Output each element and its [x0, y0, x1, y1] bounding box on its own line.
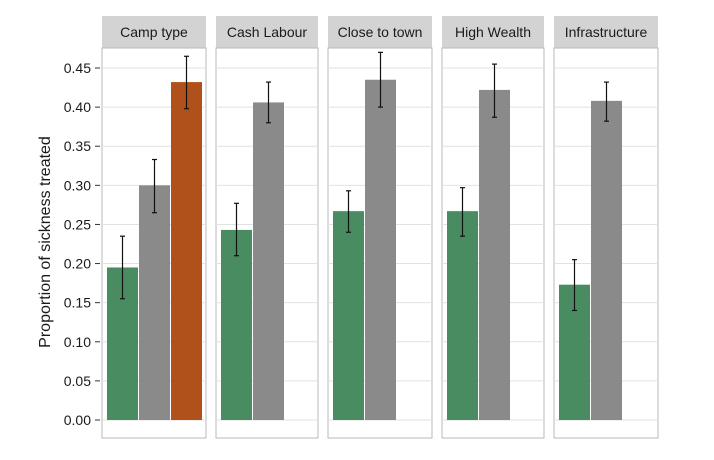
- facet-strip: [328, 16, 432, 48]
- bar: [139, 185, 170, 420]
- bar: [591, 100, 622, 420]
- y-tick-label: 0.00: [64, 412, 91, 428]
- facet-panel: Infrastructure: [553, 16, 659, 439]
- bar: [333, 211, 364, 420]
- y-axis: 0.00 0.05 0.10 0.15 0.20 0.25 0.30 0.35 0.40 0.45: [64, 60, 100, 428]
- y-tick-label: 0.15: [64, 295, 91, 311]
- facet-title: High Wealth: [455, 24, 531, 40]
- facet-panels: Camp type Cash Labour Close to town High We…: [101, 16, 659, 439]
- y-axis-title: Proportion of sickness treated: [37, 136, 54, 348]
- facet-title: Camp type: [120, 24, 188, 40]
- y-tick-label: 0.35: [64, 138, 91, 154]
- y-tick-label: 0.45: [64, 60, 91, 76]
- bar: [365, 79, 396, 420]
- facet-panel: Camp type: [101, 16, 207, 439]
- bar: [171, 82, 202, 420]
- facet-strip: [216, 16, 318, 48]
- facet-panel: Close to town: [327, 16, 433, 439]
- facet-title: Infrastructure: [565, 24, 648, 40]
- bar: [221, 229, 252, 420]
- bar: [479, 89, 510, 420]
- facet-strip: [102, 16, 206, 48]
- facet-title: Cash Labour: [227, 24, 308, 40]
- y-tick-label: 0.10: [64, 334, 91, 350]
- facet-strip: [442, 16, 544, 48]
- y-tick-label: 0.20: [64, 256, 91, 272]
- facet-strip: [554, 16, 658, 48]
- y-tick-label: 0.05: [64, 373, 91, 389]
- facet-panel: Cash Labour: [215, 16, 319, 439]
- y-tick-label: 0.30: [64, 177, 91, 193]
- y-axis-title-group: Proportion of sickness treated: [37, 136, 54, 348]
- bar: [447, 211, 478, 420]
- bar: [253, 102, 284, 420]
- y-tick-label: 0.25: [64, 216, 91, 232]
- y-tick-label: 0.40: [64, 99, 91, 115]
- facet-title: Close to town: [338, 24, 423, 40]
- facet-panel: High Wealth: [441, 16, 545, 439]
